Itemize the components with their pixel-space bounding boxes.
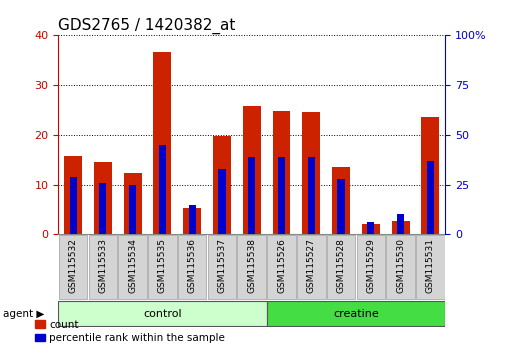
FancyBboxPatch shape [118, 235, 146, 299]
Text: GSM115528: GSM115528 [336, 238, 345, 293]
Text: GSM115526: GSM115526 [276, 238, 285, 293]
Bar [307, 157, 314, 234]
Text: GSM115530: GSM115530 [395, 238, 405, 293]
Bar [123, 173, 141, 234]
Bar [361, 224, 379, 234]
Bar [94, 162, 112, 234]
Bar [302, 112, 320, 234]
FancyBboxPatch shape [356, 235, 384, 299]
Text: agent ▶: agent ▶ [3, 309, 44, 319]
Text: GSM115537: GSM115537 [217, 238, 226, 293]
FancyBboxPatch shape [148, 235, 176, 299]
Bar [242, 106, 260, 234]
Text: GSM115538: GSM115538 [247, 238, 256, 293]
Bar [183, 209, 200, 234]
Bar [331, 167, 349, 234]
Bar [277, 157, 284, 234]
Bar [218, 169, 225, 234]
Bar [247, 157, 255, 234]
Bar [64, 156, 82, 234]
Bar [99, 183, 106, 234]
FancyBboxPatch shape [296, 235, 325, 299]
FancyBboxPatch shape [326, 235, 355, 299]
Text: GSM115529: GSM115529 [366, 238, 375, 293]
Text: GSM115535: GSM115535 [158, 238, 167, 293]
Bar [153, 52, 171, 234]
Text: GSM115534: GSM115534 [128, 238, 137, 293]
Bar [129, 185, 136, 234]
FancyBboxPatch shape [237, 235, 266, 299]
Text: control: control [143, 309, 181, 319]
FancyBboxPatch shape [415, 235, 444, 299]
Bar [213, 136, 230, 234]
Legend: count, percentile rank within the sample: count, percentile rank within the sample [30, 315, 229, 347]
Bar [159, 145, 166, 234]
FancyBboxPatch shape [266, 301, 444, 326]
Bar [396, 215, 403, 234]
FancyBboxPatch shape [59, 235, 87, 299]
Text: GSM115536: GSM115536 [187, 238, 196, 293]
Text: GSM115532: GSM115532 [69, 238, 77, 293]
Bar [391, 221, 409, 234]
Text: GDS2765 / 1420382_at: GDS2765 / 1420382_at [58, 18, 235, 34]
FancyBboxPatch shape [88, 235, 117, 299]
Text: GSM115533: GSM115533 [98, 238, 107, 293]
Bar [421, 117, 438, 234]
Bar [367, 222, 374, 234]
FancyBboxPatch shape [58, 301, 266, 326]
Bar [69, 177, 76, 234]
FancyBboxPatch shape [385, 235, 414, 299]
FancyBboxPatch shape [207, 235, 236, 299]
FancyBboxPatch shape [178, 235, 206, 299]
Bar [272, 110, 290, 234]
Text: GSM115527: GSM115527 [306, 238, 315, 293]
Text: GSM115531: GSM115531 [425, 238, 434, 293]
Bar [426, 161, 433, 234]
Bar [188, 205, 195, 234]
Text: creatine: creatine [332, 309, 378, 319]
Bar [337, 179, 344, 234]
FancyBboxPatch shape [267, 235, 295, 299]
